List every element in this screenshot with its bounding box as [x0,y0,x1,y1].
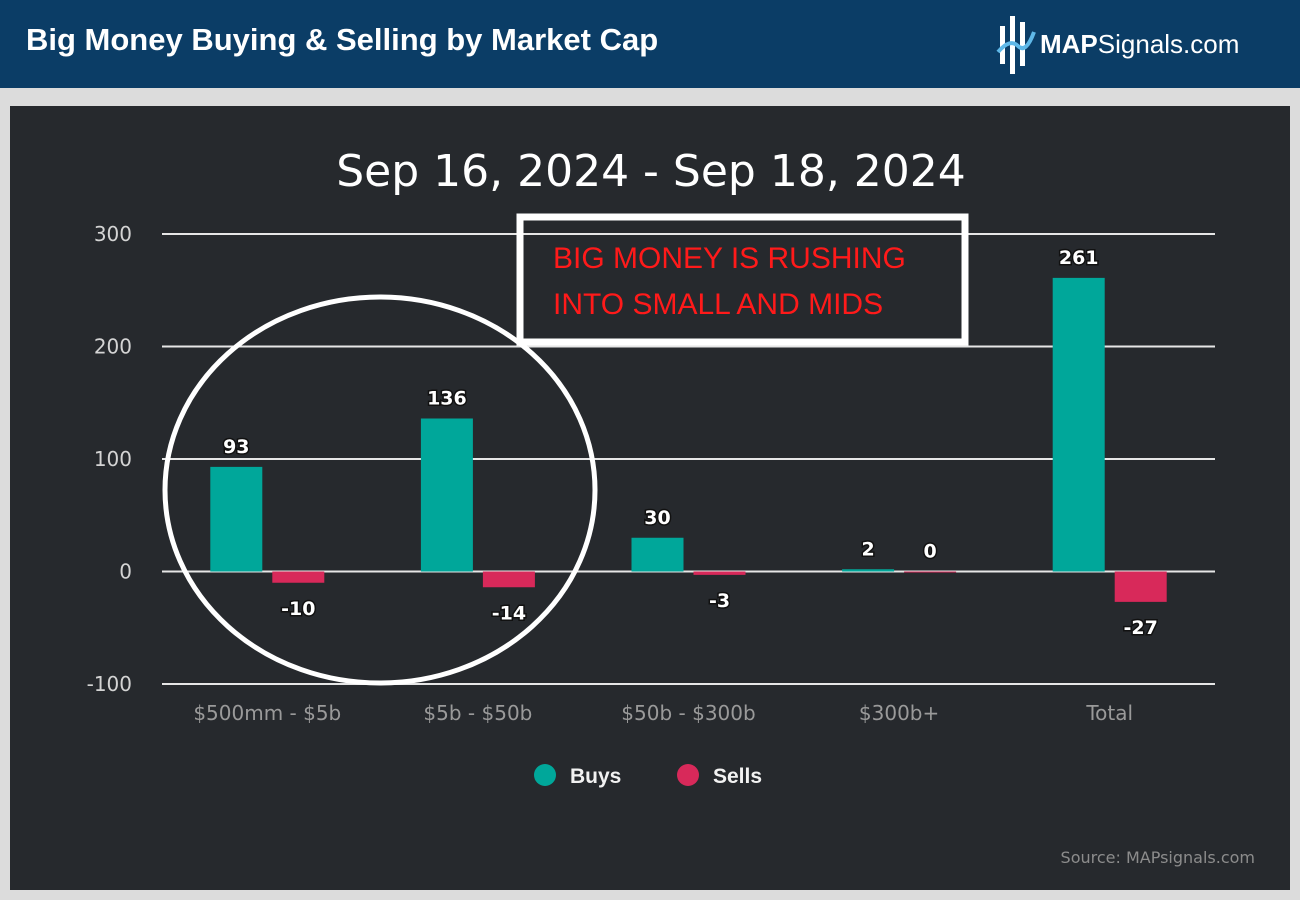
data-label-sells: -27 [1124,617,1158,639]
data-label-buys: 136 [427,388,467,410]
y-tick-label: 200 [94,335,132,359]
source-note: Source: MAPsignals.com [1061,848,1255,867]
data-label-buys: 2 [861,538,874,560]
legend-sells-swatch [677,764,699,786]
annotation: BIG MONEY IS RUSHING INTO SMALL AND MIDS [516,213,969,346]
data-label-sells: -14 [492,602,526,624]
annotation-line-1: BIG MONEY IS RUSHING [553,242,906,275]
bar-buys [210,466,263,572]
y-tick-label: 300 [94,222,132,246]
bar-sells [693,571,746,575]
x-category-label: $500mm - $5b [193,701,341,725]
bar-chart: Sep 16, 2024 - Sep 18, 2024 3002001000-1… [87,146,1255,867]
bar-sells [1114,571,1167,602]
bar-sells [904,571,957,573]
legend-sells-label: Sells [713,765,762,788]
bar-sells [482,571,535,588]
bar-sells [272,571,325,583]
highlight-circle [162,294,598,686]
legend-buys-swatch [534,764,556,786]
annotation-line-2: INTO SMALL AND MIDS [553,288,883,321]
mapsignals-logo: MAPSignals.com [996,12,1286,76]
page-title: Big Money Buying & Selling by Market Cap [26,22,659,57]
data-label-buys: 30 [644,507,670,529]
chart-panel: Sep 16, 2024 - Sep 18, 2024 300 200 100 0 -1… [10,106,1290,890]
data-label-buys: 93 [223,436,249,458]
bar-buys [420,418,473,572]
x-category-label: $5b - $50b [423,701,532,725]
data-label-sells: -3 [709,590,730,612]
bar-buys [631,537,684,572]
y-tick-label: 0 [119,560,132,584]
x-category-label: $300b+ [859,701,939,725]
x-category-label: Total [1085,701,1133,725]
y-tick-label: 100 [94,447,132,471]
data-label-sells: -10 [281,598,315,620]
data-label-sells: 0 [923,541,936,563]
data-label-buys: 261 [1059,247,1099,269]
bar-buys [1052,277,1105,572]
logo-wordmark: MAPSignals.com [1040,29,1240,59]
chart-title: Sep 16, 2024 - Sep 18, 2024 [336,146,966,197]
annotation-box [516,213,969,346]
header-bar: Big Money Buying & Selling by Market Cap… [0,0,1300,88]
legend: Buys Sells [534,764,762,788]
mapsignals-logo-icon [996,16,1036,74]
bar-buys [842,569,895,572]
y-tick-label: -100 [87,672,132,696]
legend-buys-label: Buys [570,765,621,788]
x-category-label: $50b - $300b [621,701,755,725]
